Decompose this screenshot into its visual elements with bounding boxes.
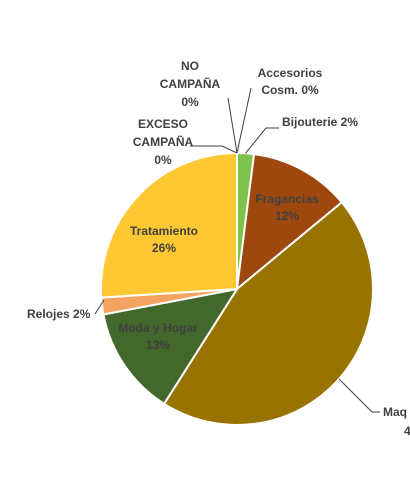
leader-line-no-campana bbox=[227, 97, 238, 154]
leader-line-maquillaje bbox=[338, 378, 380, 413]
label-fragancias: Fragancias bbox=[255, 192, 319, 206]
pie-slice-moda-y-hogar bbox=[102, 287, 240, 406]
leader-line-relojes bbox=[94, 299, 105, 315]
label-tratamiento: Tratamiento bbox=[130, 224, 198, 238]
leader-line-exceso bbox=[190, 145, 238, 154]
label-accesorios-line2: Cosm. 0% bbox=[261, 83, 319, 97]
label-fragancias-pct: 12% bbox=[275, 209, 299, 223]
label-relojes: Relojes 2% bbox=[27, 307, 91, 321]
pie-slices bbox=[100, 151, 374, 427]
leader-line-bijouterie bbox=[245, 127, 279, 154]
label-maquillaje-pct: 4 bbox=[404, 424, 410, 438]
label-exceso-line1: EXCESO bbox=[138, 117, 188, 131]
label-exceso-pct: 0% bbox=[154, 153, 172, 167]
label-tratamiento-pct: 26% bbox=[152, 241, 176, 255]
label-no-campana-line1: NO bbox=[181, 59, 199, 73]
label-no-campana-line2: CAMPAÑA bbox=[160, 76, 221, 91]
label-no-campana-pct: 0% bbox=[181, 95, 199, 109]
pie-slice-fragancias bbox=[235, 152, 344, 292]
leader-lines bbox=[94, 87, 380, 413]
label-bijouterie: Bijouterie 2% bbox=[282, 115, 358, 129]
pie-slice-tratamiento bbox=[100, 151, 238, 299]
label-moda-pct: 13% bbox=[146, 338, 170, 352]
label-moda: Moda y Hogar bbox=[118, 321, 198, 335]
label-exceso-line2: CAMPAÑA bbox=[133, 134, 194, 149]
label-accesorios-line1: Accesorios bbox=[258, 66, 323, 80]
label-maquillaje: Maq bbox=[383, 405, 407, 419]
leader-line-accesorios bbox=[236, 87, 252, 154]
